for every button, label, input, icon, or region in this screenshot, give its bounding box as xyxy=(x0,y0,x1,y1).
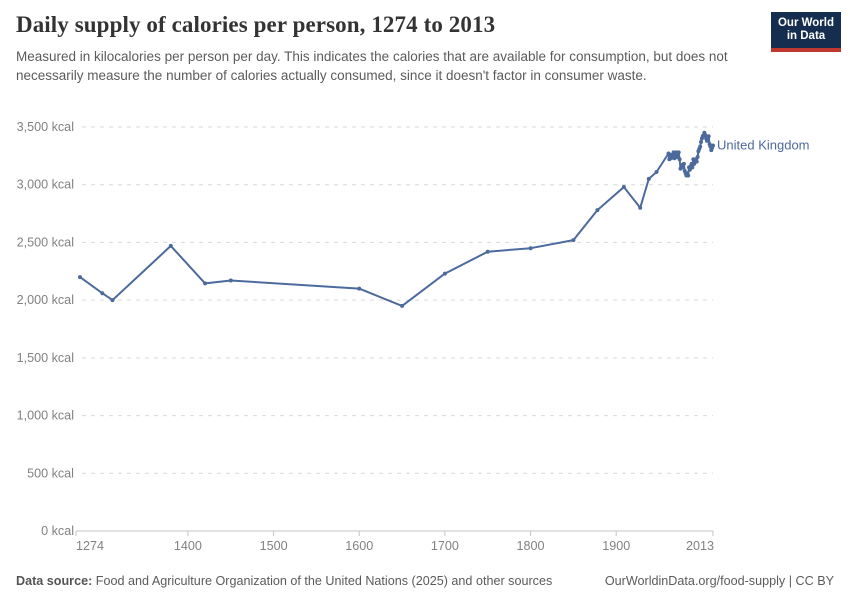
data-point[interactable] xyxy=(110,298,115,303)
data-point[interactable] xyxy=(228,278,233,283)
x-tick-label: 1400 xyxy=(174,539,202,553)
data-point[interactable] xyxy=(703,133,708,138)
y-tick-label: 1,500 kcal xyxy=(17,351,74,365)
data-point[interactable] xyxy=(654,170,659,174)
x-tick-label: 1800 xyxy=(517,539,545,553)
data-point[interactable] xyxy=(400,303,405,308)
data-point[interactable] xyxy=(100,291,105,296)
owid-logo[interactable]: Our World in Data xyxy=(771,12,841,52)
x-tick-label: 1700 xyxy=(431,539,459,553)
data-point[interactable] xyxy=(595,208,600,213)
data-line[interactable] xyxy=(79,131,714,307)
data-point[interactable] xyxy=(675,153,680,158)
data-point[interactable] xyxy=(681,161,686,166)
data-point[interactable] xyxy=(690,165,695,170)
data-point[interactable] xyxy=(528,246,533,251)
chart-header: Daily supply of calories per person, 127… xyxy=(16,12,761,85)
y-tick-label: 0 kcal xyxy=(41,524,74,538)
data-point[interactable] xyxy=(571,238,576,243)
data-point[interactable] xyxy=(676,150,681,155)
entity-label[interactable]: United Kingdom xyxy=(717,137,810,152)
data-source-text: Food and Agriculture Organization of the… xyxy=(92,574,553,588)
owid-url-link[interactable]: OurWorldinData.org/food-supply xyxy=(604,574,786,588)
data-point[interactable] xyxy=(78,275,82,280)
y-tick-label: 2,500 kcal xyxy=(17,235,74,249)
data-point[interactable] xyxy=(168,243,173,248)
data-point[interactable] xyxy=(694,159,699,164)
series-united-kingdom[interactable]: United Kingdom xyxy=(78,130,810,308)
y-tick-label: 3,500 kcal xyxy=(17,120,74,134)
y-tick-label: 1,000 kcal xyxy=(17,409,74,423)
data-point[interactable] xyxy=(442,271,447,276)
x-tick-label: 1600 xyxy=(345,539,373,553)
page-title: Daily supply of calories per person, 127… xyxy=(16,12,496,37)
y-tick-label: 2,000 kcal xyxy=(17,293,74,307)
x-tick-label: 1500 xyxy=(260,539,288,553)
owid-logo-line2: in Data xyxy=(786,30,826,42)
data-point[interactable] xyxy=(203,281,208,286)
data-point[interactable] xyxy=(695,155,700,159)
footer-divider: | xyxy=(785,574,796,588)
y-tick-label: 3,000 kcal xyxy=(17,178,74,192)
data-point[interactable] xyxy=(677,157,682,162)
data-point[interactable] xyxy=(638,205,643,210)
chart-subtitle: Measured in kilocalories per person per … xyxy=(16,49,728,84)
x-tick-label: 2013 xyxy=(686,539,714,553)
chart-footer: Data source: Food and Agriculture Organi… xyxy=(0,574,850,588)
owid-logo-line1: Our World xyxy=(777,16,834,29)
data-source-note: Data source: Food and Agriculture Organi… xyxy=(16,574,552,588)
data-point[interactable] xyxy=(711,143,715,148)
x-tick-label: 1274 xyxy=(76,539,104,553)
y-tick-label: 500 kcal xyxy=(27,466,74,480)
data-point[interactable] xyxy=(686,173,691,178)
data-point[interactable] xyxy=(621,185,626,189)
footer-credit: OurWorldinData.org/food-supply | CC BY xyxy=(605,574,834,588)
data-point[interactable] xyxy=(357,286,362,291)
data-point[interactable] xyxy=(706,134,711,139)
data-point[interactable] xyxy=(646,176,651,181)
x-tick-label: 1900 xyxy=(602,539,630,553)
license-label: CC BY xyxy=(795,574,835,588)
data-point[interactable] xyxy=(485,249,490,254)
data-point[interactable] xyxy=(698,144,703,149)
data-point[interactable] xyxy=(699,140,703,144)
data-source-label: Data source: xyxy=(16,574,93,588)
